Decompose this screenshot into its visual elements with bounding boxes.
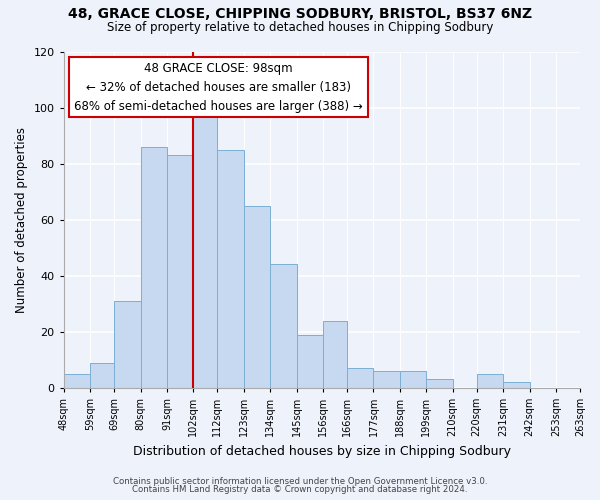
- Bar: [64, 374, 90, 388]
- Text: 48 GRACE CLOSE: 98sqm
← 32% of detached houses are smaller (183)
68% of semi-det: 48 GRACE CLOSE: 98sqm ← 32% of detached …: [74, 62, 363, 112]
- Bar: [90, 362, 114, 388]
- Bar: [296, 334, 323, 388]
- Bar: [193, 113, 217, 388]
- Bar: [427, 380, 453, 388]
- Bar: [114, 301, 140, 388]
- Bar: [323, 320, 347, 388]
- Text: Contains public sector information licensed under the Open Government Licence v3: Contains public sector information licen…: [113, 477, 487, 486]
- Bar: [217, 150, 244, 388]
- Bar: [167, 155, 193, 388]
- Bar: [503, 382, 530, 388]
- Y-axis label: Number of detached properties: Number of detached properties: [15, 126, 28, 312]
- Text: Size of property relative to detached houses in Chipping Sodbury: Size of property relative to detached ho…: [107, 21, 493, 34]
- X-axis label: Distribution of detached houses by size in Chipping Sodbury: Distribution of detached houses by size …: [133, 444, 511, 458]
- Bar: [347, 368, 373, 388]
- Bar: [244, 206, 270, 388]
- Bar: [270, 264, 296, 388]
- Bar: [373, 371, 400, 388]
- Bar: [140, 147, 167, 388]
- Text: Contains HM Land Registry data © Crown copyright and database right 2024.: Contains HM Land Registry data © Crown c…: [132, 485, 468, 494]
- Text: 48, GRACE CLOSE, CHIPPING SODBURY, BRISTOL, BS37 6NZ: 48, GRACE CLOSE, CHIPPING SODBURY, BRIST…: [68, 8, 532, 22]
- Bar: [477, 374, 503, 388]
- Bar: [400, 371, 427, 388]
